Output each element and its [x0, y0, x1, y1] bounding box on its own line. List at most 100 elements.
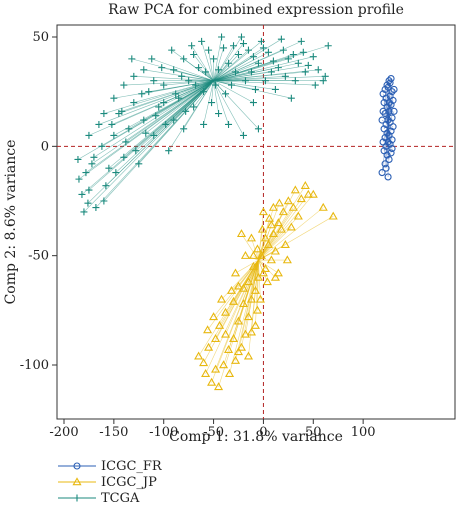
data-point: [261, 77, 269, 85]
connector-line: [133, 76, 214, 82]
data-point: [218, 33, 226, 41]
connector-line: [151, 58, 214, 82]
data-point: [233, 316, 244, 325]
data-point: [112, 169, 120, 177]
data-point: [385, 99, 393, 107]
data-point: [243, 277, 254, 286]
data-point: [212, 81, 220, 89]
connector-line: [183, 80, 214, 129]
data-point: [296, 194, 306, 203]
data-point: [283, 196, 293, 205]
data-point: [383, 129, 391, 137]
connector-line: [258, 194, 314, 261]
connector-line: [115, 80, 214, 173]
data-point: [301, 68, 309, 76]
data-point: [84, 199, 92, 207]
connector-line: [141, 80, 214, 95]
data-point: [267, 68, 275, 76]
data-point: [384, 83, 392, 91]
data-point: [168, 46, 176, 54]
data-point: [120, 153, 128, 161]
data-point: [230, 355, 241, 364]
data-point: [386, 140, 394, 148]
connector-line: [213, 41, 302, 82]
data-point: [138, 90, 146, 98]
data-point: [249, 53, 257, 61]
data-point: [128, 55, 136, 63]
data-point: [277, 35, 285, 43]
data-point: [279, 46, 287, 54]
data-point: [388, 88, 396, 96]
data-point: [233, 347, 244, 356]
y-tick-label: 0: [41, 139, 49, 154]
data-point: [387, 74, 395, 83]
x-tick-label: -200: [49, 425, 78, 440]
data-point: [252, 244, 262, 253]
data-point: [287, 94, 295, 102]
data-point: [230, 268, 241, 277]
connector-line: [121, 80, 214, 112]
connector-line: [387, 111, 395, 125]
connector-line: [258, 203, 280, 261]
data-point: [170, 66, 178, 74]
connector-line: [213, 76, 286, 82]
data-point: [211, 334, 221, 343]
data-point: [130, 72, 138, 80]
data-point: [239, 131, 247, 139]
connector-line: [213, 45, 329, 82]
connector-line: [213, 76, 326, 82]
data-point: [82, 169, 90, 177]
data-point: [238, 283, 249, 292]
data-point: [75, 175, 83, 183]
data-point: [379, 138, 387, 146]
data-point: [294, 59, 302, 67]
data-point: [250, 285, 260, 294]
data-point: [135, 160, 143, 168]
connector-line: [213, 47, 224, 81]
data-point: [246, 233, 257, 242]
data-point: [256, 250, 266, 259]
connector-line: [198, 259, 259, 357]
data-point: [378, 116, 386, 124]
connector-line: [211, 80, 214, 103]
legend-label: TCGA: [101, 491, 140, 506]
data-point: [248, 250, 259, 259]
data-point: [204, 342, 214, 351]
plot-frame: [56, 24, 456, 420]
connector-line: [258, 185, 306, 261]
data-point: [142, 129, 150, 137]
data-point: [220, 329, 231, 338]
data-point: [150, 77, 158, 85]
data-point: [385, 155, 393, 164]
data-point: [390, 85, 398, 94]
data-point: [259, 44, 267, 52]
data-point: [319, 77, 327, 85]
data-point: [180, 125, 188, 133]
data-point: [200, 88, 208, 96]
data-point: [389, 123, 397, 131]
data-point: [108, 120, 116, 128]
data-point: [85, 186, 93, 194]
data-point: [230, 42, 238, 50]
data-point: [284, 55, 292, 63]
data-point: [102, 182, 110, 190]
data-point: [233, 281, 244, 290]
connector-line: [201, 41, 214, 81]
data-point: [172, 90, 180, 98]
data-point: [300, 180, 310, 189]
data-point: [160, 81, 168, 89]
legend-label: ICGC_FR: [101, 459, 163, 474]
connector-line: [231, 259, 259, 291]
data-point: [241, 77, 249, 85]
data-point: [228, 334, 239, 343]
data-point: [218, 360, 229, 369]
connector-line: [258, 227, 292, 261]
data-point: [220, 44, 228, 52]
data-point: [384, 138, 392, 146]
data-point: [257, 224, 267, 233]
connector-line: [258, 244, 286, 261]
data-point: [324, 42, 332, 50]
connector-line: [171, 49, 214, 81]
connector-line: [213, 80, 219, 114]
connector-line: [213, 38, 282, 81]
